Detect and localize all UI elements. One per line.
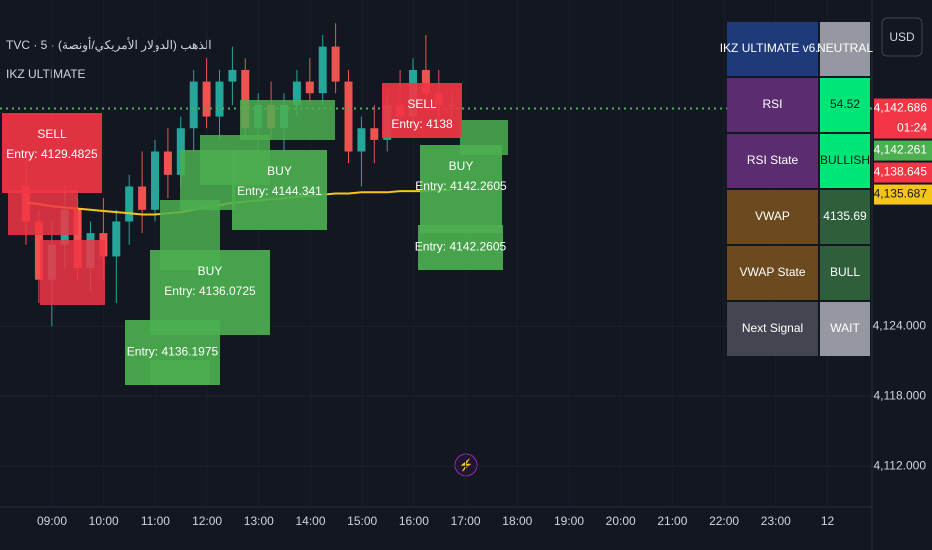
x-tick-label: 18:00: [502, 514, 532, 528]
x-tick-label: 10:00: [89, 514, 119, 528]
candle-body: [421, 69, 430, 94]
candle-body: [125, 186, 134, 222]
table-text: 54.52: [830, 97, 860, 111]
table-text: VWAP: [755, 209, 790, 223]
candle-body: [318, 46, 327, 94]
signal-text: Entry: 4136.1975: [127, 345, 219, 359]
countdown: 01:24: [897, 121, 927, 135]
signal-shadow: [8, 190, 78, 235]
table-cell: [727, 190, 818, 244]
signal-title: SELL: [37, 127, 67, 141]
table-cell: [820, 22, 870, 76]
x-tick-label: 23:00: [761, 514, 791, 528]
y-tick-label: 4,124.000: [873, 319, 927, 333]
x-tick-label: 17:00: [451, 514, 481, 528]
signal-box: [418, 225, 503, 270]
price-label: [874, 184, 932, 205]
x-tick-label: 12:00: [192, 514, 222, 528]
x-tick-label: 11:00: [141, 514, 170, 528]
signal-text: Entry: 4136.0725: [164, 284, 256, 298]
signal-shadow: [40, 240, 105, 305]
table-cell: [820, 190, 870, 244]
signal-text: Entry: 4142.2605: [415, 240, 507, 254]
y-tick-label: 4,118.000: [874, 388, 927, 402]
table-text: RSI: [762, 97, 782, 111]
table-text: RSI State: [747, 153, 799, 167]
candle-body: [370, 128, 379, 140]
table-cell: [727, 302, 818, 356]
indicator-name: IKZ ULTIMATE: [6, 67, 86, 81]
x-tick-label: 12: [821, 514, 835, 528]
candle-body: [357, 128, 366, 152]
price-label-text: 4,135.687: [874, 187, 928, 201]
candle-body: [331, 46, 340, 82]
table-text: NEUTRAL: [817, 41, 873, 55]
candle-body: [163, 151, 172, 175]
x-tick-label: 21:00: [657, 514, 687, 528]
price-label-text: 4,138.645: [874, 165, 928, 179]
candle-body: [241, 69, 250, 129]
x-tick-label: 19:00: [554, 514, 584, 528]
price-label-text: 4,142.686: [874, 101, 928, 115]
currency-button[interactable]: [881, 17, 923, 57]
signal-text: Entry: 4144.341: [237, 184, 322, 198]
x-tick-label: 16:00: [399, 514, 429, 528]
x-tick-label: 14:00: [295, 514, 325, 528]
x-tick-label: 09:00: [37, 514, 67, 528]
candle-body: [215, 81, 224, 117]
signal-box: [420, 145, 502, 233]
x-tick-label: 13:00: [244, 514, 274, 528]
table-text: BULL: [830, 265, 860, 279]
signal-text: Entry: 4129.4825: [6, 147, 98, 161]
table-cell: [820, 246, 870, 300]
signal-title: BUY: [198, 264, 223, 278]
signal-text: Entry: 4138: [391, 117, 453, 131]
signal-box: [125, 320, 220, 385]
candle-body: [344, 81, 353, 152]
table-text: Next Signal: [742, 321, 803, 335]
signal-text: Entry: 4142.2605: [415, 179, 507, 193]
signal-shadow: [240, 100, 335, 140]
signal-title: SELL: [407, 97, 437, 111]
price-label: [874, 98, 932, 139]
signal-box: [382, 83, 462, 138]
table-cell: [727, 78, 818, 132]
y-tick-label: 4,112.000: [874, 458, 927, 472]
candle-body: [112, 221, 121, 257]
x-tick-label: 22:00: [709, 514, 739, 528]
table-cell: [727, 22, 818, 76]
table-text: VWAP State: [739, 265, 805, 279]
signal-box: [2, 113, 102, 193]
price-label: [874, 140, 932, 161]
price-label: [874, 162, 932, 183]
price-label-text: 4,142.261: [874, 143, 928, 157]
table-text: BULLISH: [820, 153, 870, 167]
x-tick-label: 20:00: [606, 514, 636, 528]
candle-body: [34, 221, 43, 280]
currency[interactable]: USD: [889, 30, 915, 44]
table-text: WAIT: [830, 321, 860, 335]
candle-body: [151, 151, 159, 210]
table-cell: [727, 246, 818, 300]
candle-body: [305, 81, 314, 94]
candle-body: [73, 209, 82, 269]
x-tick-label: 15:00: [347, 514, 377, 528]
table-text: IKZ ULTIMATE v6.5: [720, 41, 826, 55]
symbol-line: TVC · 5 · الذهب (الدولار الأمريكي/أونصة): [6, 37, 212, 52]
table-cell: [820, 78, 870, 132]
candle-body: [138, 186, 147, 210]
candle-body: [292, 81, 301, 105]
candle-body: [189, 81, 198, 129]
table-cell: [727, 134, 818, 188]
table-cell: [820, 134, 870, 188]
signal-title: BUY: [449, 159, 474, 173]
candle-body: [228, 69, 237, 82]
signal-box: [232, 150, 327, 230]
table-text: 4135.69: [823, 209, 867, 223]
candle-body: [202, 81, 211, 117]
signal-title: BUY: [267, 164, 292, 178]
table-cell: [820, 302, 870, 356]
